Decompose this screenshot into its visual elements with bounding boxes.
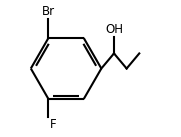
Text: OH: OH xyxy=(105,23,123,36)
Text: F: F xyxy=(50,118,56,131)
Text: Br: Br xyxy=(42,5,55,18)
